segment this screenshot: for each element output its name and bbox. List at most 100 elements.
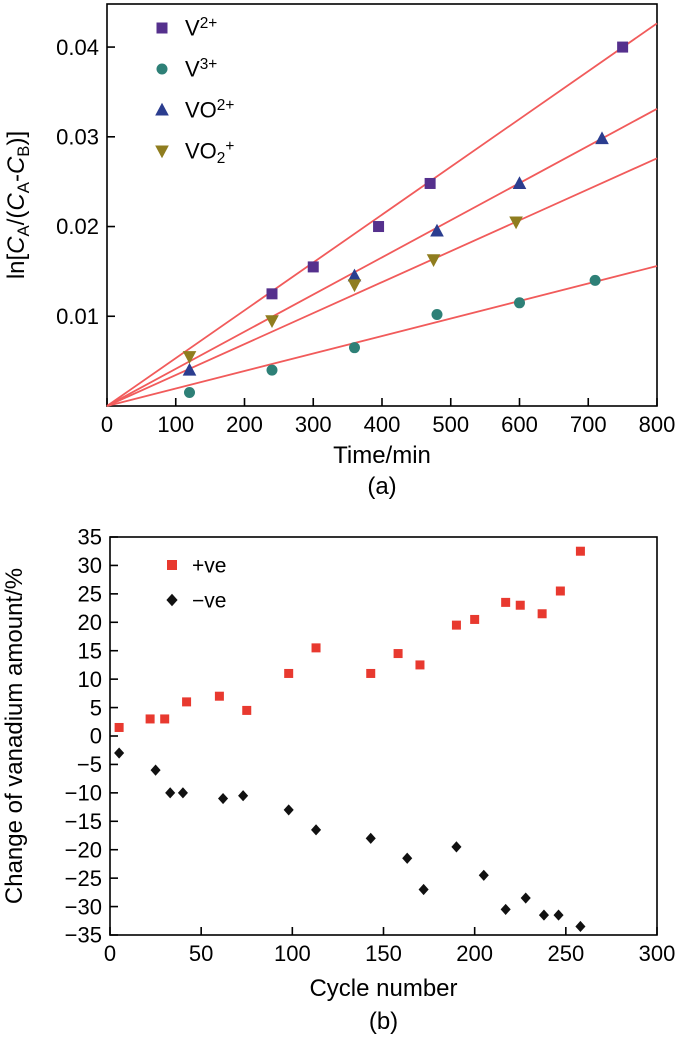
legend-label: +ve (192, 554, 226, 577)
x-tick-label: 0 (104, 941, 116, 966)
legend-marker (166, 593, 178, 607)
legend-label: V2+ (185, 15, 217, 41)
y-tick-label: 0.02 (56, 214, 99, 239)
fit-line (106, 157, 658, 407)
series-points (182, 131, 609, 376)
x-axis-title: Cycle number (309, 975, 457, 1002)
y-tick-label: 0.03 (56, 125, 99, 150)
data-point (283, 804, 294, 816)
panel-label: (a) (367, 473, 396, 500)
data-point (415, 660, 425, 670)
data-point (114, 722, 124, 732)
y-tick-label: −5 (77, 752, 102, 777)
data-point (145, 714, 155, 724)
x-axis-title: Time/min (333, 442, 431, 469)
panel-a-chart: 0 100 200 300 400 500 600 700 8000.010.020.030.0… (3, 3, 675, 500)
x-tick-label: 400 (364, 412, 401, 437)
y-tick-label: −15 (65, 809, 102, 834)
series-points (182, 216, 523, 364)
data-point (538, 909, 549, 921)
data-point (589, 274, 601, 286)
fit-line (106, 22, 658, 407)
data-point (424, 177, 436, 189)
x-tick-label: 250 (547, 941, 584, 966)
data-point (373, 221, 385, 233)
y-tick-label: −20 (65, 837, 102, 862)
data-point (266, 364, 278, 376)
data-point (501, 597, 511, 607)
y-tick-label: 0.01 (56, 304, 99, 329)
data-point (366, 668, 376, 678)
data-point (575, 920, 586, 933)
x-tick-label: 300 (295, 412, 332, 437)
data-point (537, 609, 547, 619)
data-point (182, 362, 197, 376)
legend-marker (167, 560, 177, 570)
data-point (150, 764, 161, 776)
y-tick-label: 0 (90, 724, 102, 749)
y-axis-title: Change of vanadium amount/% (1, 568, 28, 904)
data-point (242, 705, 252, 715)
legend-label: VO2+ (185, 138, 234, 167)
y-tick-label: 30 (78, 553, 102, 578)
legend-marker (155, 145, 169, 159)
y-tick-label: 35 (78, 525, 102, 550)
x-tick-label: 600 (501, 412, 538, 437)
data-point (575, 546, 585, 556)
x-tick-label: 0 (101, 412, 113, 437)
x-axis: 0 100 200 300 400 500 600 700 800 (101, 398, 675, 437)
y-tick-label: 25 (78, 582, 102, 607)
data-point (426, 254, 441, 267)
panel-b-chart: 0 50 100 150 200 250 30035302520151050−5−10−15… (1, 525, 675, 1035)
data-point (266, 288, 278, 300)
x-tick-label: 100 (157, 412, 194, 437)
y-axis-title: ln[CA/(CA-CB)] (3, 131, 33, 279)
series-points (266, 41, 629, 300)
series-points (114, 546, 585, 732)
data-point (307, 261, 319, 273)
data-point (555, 586, 565, 596)
data-point (430, 223, 444, 237)
data-point (160, 714, 170, 724)
data-point (265, 315, 279, 329)
data-point (451, 620, 461, 630)
data-point (238, 790, 249, 802)
data-point (470, 614, 480, 624)
data-point (515, 600, 525, 610)
data-point (349, 342, 360, 354)
legend-marker (156, 63, 168, 75)
x-tick-label: 800 (639, 412, 676, 437)
y-tick-label: −10 (65, 781, 102, 806)
legend-label: V3+ (185, 56, 217, 82)
x-tick-label: 50 (189, 941, 213, 966)
y-tick-label: 0.04 (56, 35, 99, 60)
fit-line (106, 108, 658, 407)
data-point (451, 841, 462, 853)
data-point (365, 832, 376, 844)
y-tick-label: −30 (65, 894, 102, 919)
panel-label: (b) (369, 1008, 398, 1035)
x-tick-label: 700 (570, 412, 607, 437)
y-tick-label: 20 (78, 610, 102, 635)
x-tick-label: 150 (365, 941, 402, 966)
data-point (595, 131, 609, 145)
data-point (617, 41, 629, 53)
legend: +ve −ve (166, 554, 226, 612)
data-point (500, 903, 511, 915)
data-point (114, 747, 125, 759)
series-points (114, 747, 586, 933)
x-axis: 0 50 100 150 200 250 300 (104, 927, 675, 966)
data-point (478, 869, 489, 881)
data-point (214, 691, 224, 701)
x-tick-label: 500 (432, 412, 469, 437)
data-point (177, 787, 188, 799)
data-point (393, 649, 403, 659)
series-points (184, 274, 601, 399)
data-point (182, 351, 197, 364)
y-tick-label: 10 (78, 667, 102, 692)
legend-marker (156, 22, 168, 34)
data-point (311, 643, 321, 653)
data-point (218, 792, 229, 805)
x-tick-label: 300 (639, 941, 676, 966)
